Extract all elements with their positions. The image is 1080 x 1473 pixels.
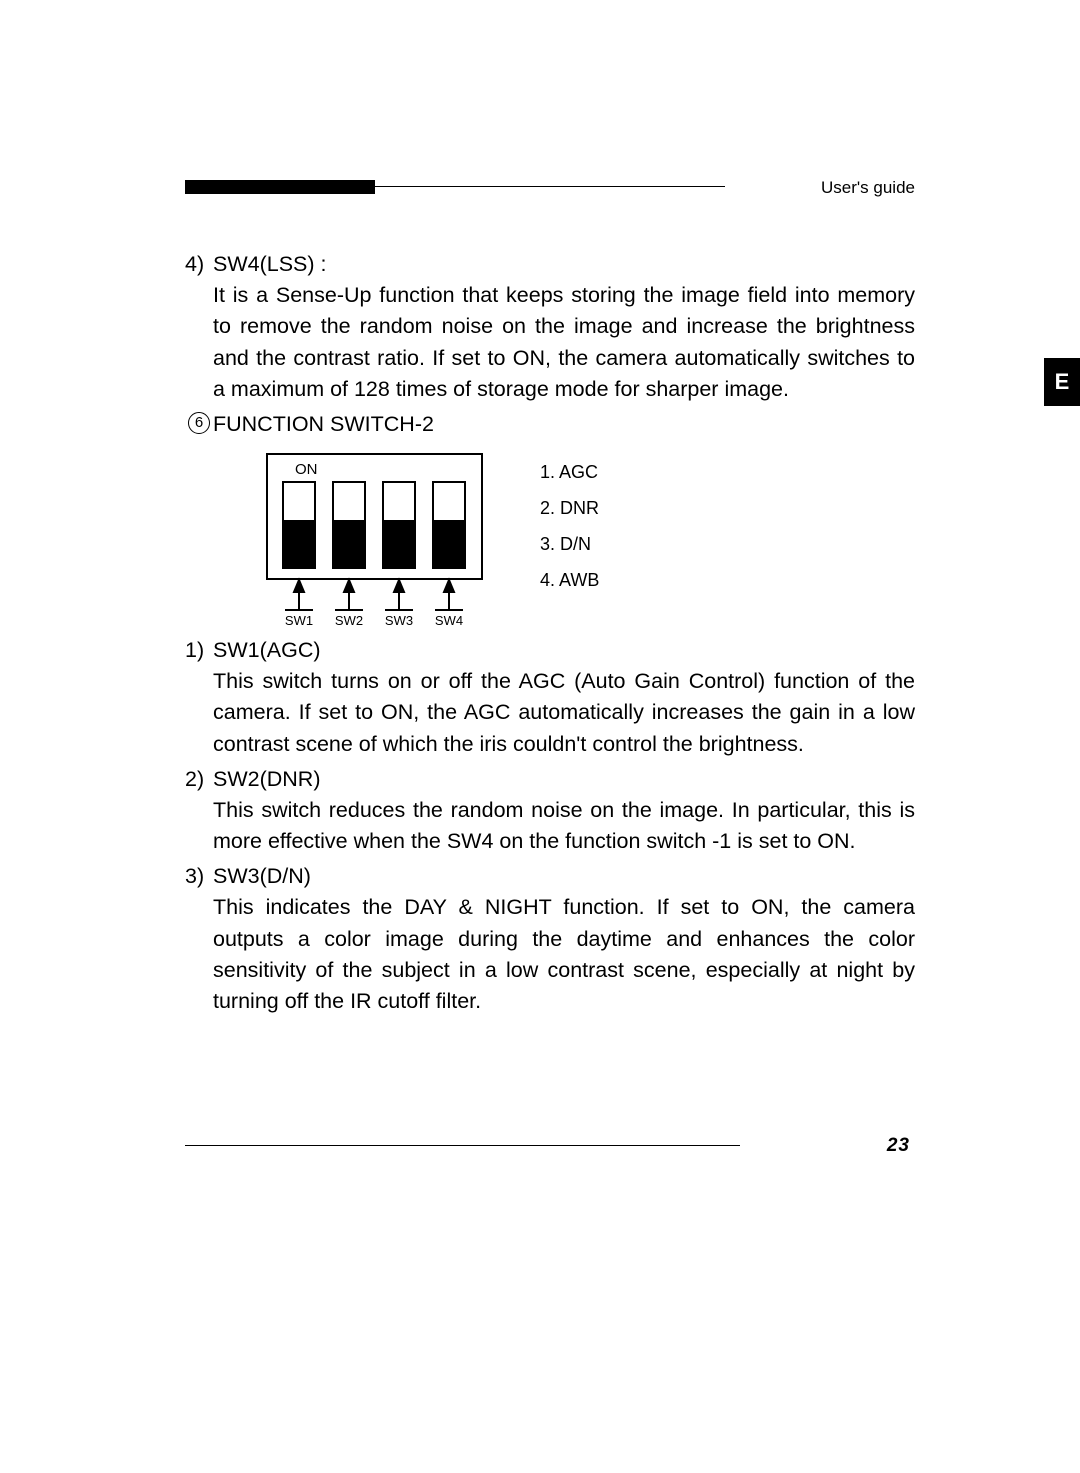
item-sw3: 3) SW3(D/N) This indicates the DAY & NIG… <box>185 861 915 1017</box>
circled-number-icon: 6 <box>188 412 210 434</box>
item-num: 2) <box>185 764 213 858</box>
item-title: SW4(LSS) : <box>213 249 915 280</box>
item-sw4: 4) SW4(LSS) : It is a Sense-Up function … <box>185 249 915 405</box>
item-desc: It is a Sense-Up function that keeps sto… <box>213 280 915 405</box>
item-num: 4) <box>185 249 213 405</box>
on-label: ON <box>295 461 318 478</box>
section-tab: E <box>1044 358 1080 406</box>
item-title: SW1(AGC) <box>213 635 915 666</box>
switch-slot-1 <box>283 482 315 568</box>
switch-slot-2 <box>333 482 365 568</box>
item-sw1: 1) SW1(AGC) This switch turns on or off … <box>185 635 915 760</box>
switch-diagram-row: ON <box>265 452 915 627</box>
header-rule: User's guide <box>185 180 915 194</box>
footer-rule <box>185 1145 740 1146</box>
item-desc: This switch reduces the random noise on … <box>213 795 915 857</box>
page-content: User's guide 4) SW4(LSS) : It is a Sense… <box>185 180 915 1021</box>
sw-label: SW2 <box>335 613 363 627</box>
header-line <box>375 186 725 187</box>
item-sw2: 2) SW2(DNR) This switch reduces the rand… <box>185 764 915 858</box>
header-label: User's guide <box>821 178 915 198</box>
legend-item: 1. AGC <box>540 454 599 490</box>
sw-label: SW3 <box>385 613 413 627</box>
switch-slot-3 <box>383 482 415 568</box>
sw-label: SW1 <box>285 613 313 627</box>
dip-switch-diagram: ON <box>265 452 490 627</box>
item-num: 3) <box>185 861 213 1017</box>
section-title: FUNCTION SWITCH-2 <box>213 409 915 440</box>
switch-legend: 1. AGC 2. DNR 3. D/N 4. AWB <box>540 452 599 598</box>
section-func2: 6 FUNCTION SWITCH-2 <box>185 409 915 440</box>
body-text: 4) SW4(LSS) : It is a Sense-Up function … <box>185 249 915 1017</box>
legend-item: 2. DNR <box>540 490 599 526</box>
legend-item: 3. D/N <box>540 526 599 562</box>
switch-slot-4 <box>433 482 465 568</box>
item-title: SW3(D/N) <box>213 861 915 892</box>
header-bar <box>185 180 375 194</box>
page-number: 23 <box>887 1135 910 1157</box>
item-title: SW2(DNR) <box>213 764 915 795</box>
legend-item: 4. AWB <box>540 562 599 598</box>
item-num: 1) <box>185 635 213 760</box>
item-desc: This indicates the DAY & NIGHT function.… <box>213 892 915 1017</box>
sw-label: SW4 <box>435 613 463 627</box>
arrow-group <box>285 580 463 610</box>
item-desc: This switch turns on or off the AGC (Aut… <box>213 666 915 760</box>
